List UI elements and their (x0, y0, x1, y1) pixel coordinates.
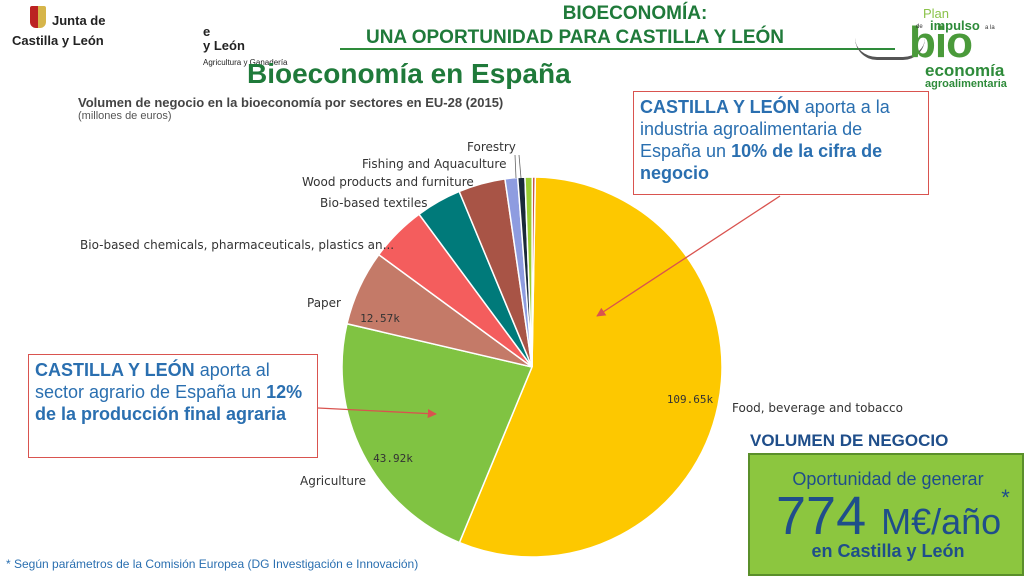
volume-box: Oportunidad de generar 774 M€/año* en Ca… (748, 453, 1024, 576)
pie-slice-1 (458, 176, 723, 558)
logo-plan: Plan (923, 6, 950, 21)
header-title: BIOECONOMÍA: UNA OPORTUNIDAD PARA CASTIL… (330, 2, 820, 50)
slice-category-label-4: Bio-based chemicals, pharmaceuticals, pl… (80, 238, 394, 252)
slice-category-label-2: Agriculture (300, 474, 366, 488)
chart-subtitle: (millones de euros) (78, 110, 172, 122)
logo-economia: economía (925, 61, 1005, 80)
slice-value-label-2: 43.92k (373, 452, 413, 465)
main-heading: Bioeconomía en España (247, 58, 571, 89)
leader-line-2 (518, 154, 522, 179)
callout-top-arrow (596, 195, 781, 317)
pie-slice-2 (341, 322, 534, 544)
volume-amount: 774 (776, 486, 867, 546)
slice-category-label-3: Paper (307, 296, 341, 310)
slice-category-label-7: Fishing and Aquaculture (362, 157, 506, 171)
volume-star: * (1001, 485, 1010, 510)
logo-de: de (916, 24, 923, 30)
consejeria-logo-line1: y León (203, 38, 245, 53)
callout-industry-text: aporta a la industria agroalimentaria de… (640, 97, 890, 161)
leader-line-1 (514, 154, 517, 179)
slice-category-label-6: Wood products and furniture (302, 175, 474, 189)
callout-agrarian-lead: CASTILLA Y LEÓN (35, 360, 195, 380)
plan-bioeconomia-logo: bio Plan de impulso a la economía agroal… (855, 0, 1024, 92)
junta-logo: Junta de Castilla y León (0, 0, 120, 60)
volume-line3: en Castilla y León (811, 541, 965, 561)
volume-line1: Oportunidad de generar (792, 469, 984, 489)
header-title-line1: BIOECONOMÍA: (562, 3, 708, 24)
header-divider (340, 48, 895, 50)
volume-amount-row: 774 M€/año* (776, 485, 1010, 547)
slice-category-label-8: Forestry (467, 140, 516, 154)
slice-value-label-3: 12.57k (360, 312, 400, 325)
junta-logo-line1: Junta de (52, 13, 106, 28)
slice-category-label-5: Bio-based textiles (320, 196, 427, 210)
callout-agrarian-bold: 12% de la producción final agraria (35, 382, 303, 424)
volume-unit: M€/año (881, 501, 1002, 542)
callout-industry: CASTILLA Y LEÓN aporta a la industria ag… (633, 91, 929, 195)
header-title-line2: UNA OPORTUNIDAD PARA CASTILLA Y LEÓN (365, 27, 784, 48)
callout-agrarian: CASTILLA Y LEÓN aporta al sector agrario… (28, 354, 318, 458)
consejeria-logo-top: e (203, 24, 211, 39)
chart-title: Volumen de negocio en la bioeconomía por… (78, 95, 504, 110)
slice-category-label-1: Food, beverage and tobacco (732, 401, 903, 415)
slice-value-label-1: 109.65k (667, 393, 714, 406)
callout-agrarian-text: aporta al sector agrario de España un (35, 360, 270, 402)
logo-agroalimentaria: agroalimentaria (925, 78, 1007, 90)
consejeria-logo-line2: Agricultura y Ganadería (203, 58, 288, 67)
coat-of-arms-icon (30, 6, 46, 28)
volume-heading: VOLUMEN DE NEGOCIO (750, 431, 949, 450)
swoosh-icon (855, 38, 925, 60)
pie-slice-10 (531, 176, 537, 368)
footnote: * Según parámetros de la Comisión Europe… (6, 557, 419, 571)
callout-left-arrow (317, 407, 437, 419)
callout-industry-lead: CASTILLA Y LEÓN (640, 97, 800, 117)
logo-a-la: a la (985, 25, 995, 31)
junta-logo-line2: Castilla y León (12, 33, 104, 48)
logo-impulso: impulso (930, 18, 980, 33)
callout-industry-bold: 10% de la cifra de negocio (640, 141, 883, 183)
logo-bio: bio (909, 18, 973, 67)
